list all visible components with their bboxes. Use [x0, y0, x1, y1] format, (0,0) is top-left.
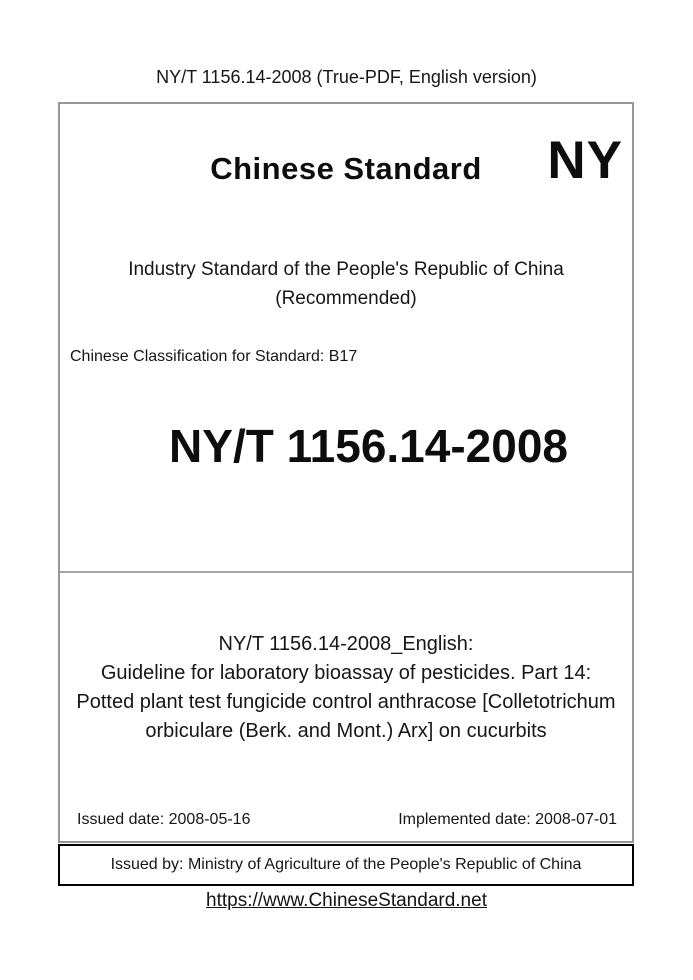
standard-title-line: Guideline for laboratory bioassay of pes…: [100, 662, 592, 684]
org-block: Industry Standard of the People's Republ…: [60, 255, 632, 313]
standard-title-line: orbiculare (Berk. and Mont.) Arx] on cuc…: [145, 720, 547, 742]
standard-title-line: Potted plant test fungicide control anth…: [76, 691, 616, 713]
issued-date: Issued date: 2008-05-16: [77, 811, 251, 828]
standard-title-line: NY/T 1156.14-2008_English:: [218, 633, 474, 655]
issuer-box: Issued by: Ministry of Agriculture of th…: [58, 844, 634, 886]
implemented-date: Implemented date: 2008-07-01: [398, 811, 617, 828]
classification-line: Chinese Classification for Standard: B17: [70, 348, 358, 365]
page-header-title: NY/T 1156.14-2008 (True-PDF, English ver…: [156, 67, 537, 87]
ny-logo-text: NY: [547, 131, 623, 190]
org-line-recommended: (Recommended): [275, 288, 417, 309]
brand-title: Chinese Standard: [210, 151, 482, 186]
standard-number: NY/T 1156.14-2008: [169, 420, 568, 472]
dates-row: Issued date: 2008-05-16 Implemented date…: [60, 809, 632, 831]
divider-line: [60, 571, 632, 573]
standard-title-block: NY/T 1156.14-2008_English: Guideline for…: [60, 630, 632, 746]
footer-link[interactable]: https://www.ChineseStandard.net: [206, 890, 487, 911]
cover-box: Chinese Standard NY Industry Standard of…: [58, 102, 634, 843]
org-line-industry: Industry Standard of the People's Republ…: [128, 259, 564, 280]
issuer-line: Issued by: Ministry of Agriculture of th…: [110, 856, 582, 873]
